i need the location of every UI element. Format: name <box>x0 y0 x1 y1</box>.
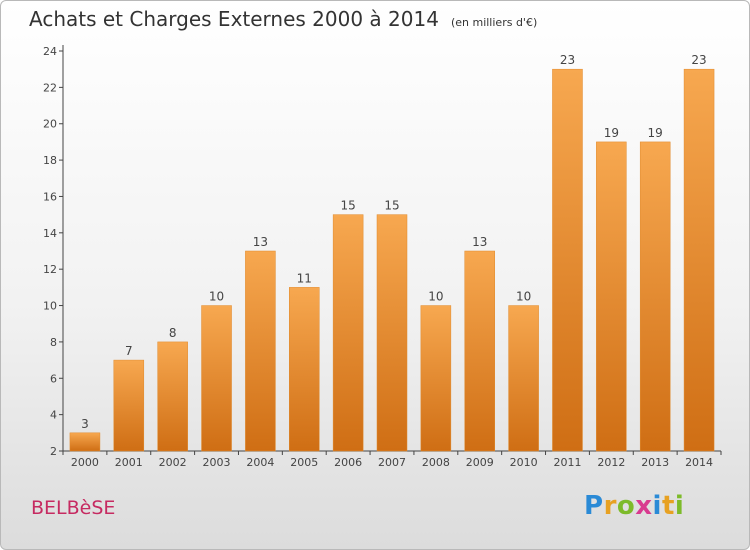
bar-2008 <box>420 305 452 452</box>
value-label-2001: 7 <box>125 344 133 358</box>
x-tick-label-2014: 2014 <box>685 456 713 469</box>
value-label-2008: 10 <box>428 290 443 304</box>
bar-2000 <box>69 432 101 452</box>
y-tick-label: 16 <box>43 190 57 203</box>
value-label-2005: 11 <box>297 271 312 285</box>
chart-title: Achats et Charges Externes 2000 à 2014 (e… <box>29 7 537 31</box>
value-label-2007: 15 <box>384 199 399 213</box>
y-tick-label: 24 <box>43 45 57 58</box>
bar-2007 <box>376 214 408 452</box>
chart-bars <box>69 68 715 452</box>
proxiti-logo[interactable]: Proxiti <box>584 491 685 521</box>
bar-2012 <box>596 141 627 452</box>
y-tick-label: 12 <box>43 263 57 276</box>
x-tick-label-2013: 2013 <box>641 456 669 469</box>
y-tick-label: 10 <box>43 300 57 313</box>
value-label-2013: 19 <box>648 126 663 140</box>
chart-value-labels: 3 7 8 10 13 11 15 15 10 13 10 23 19 19 23 <box>81 53 707 431</box>
x-tick-label-2006: 2006 <box>334 456 362 469</box>
x-tick-label-2007: 2007 <box>378 456 406 469</box>
x-tick-label-2009: 2009 <box>466 456 494 469</box>
chart-subtitle: (en milliers d'€) <box>450 16 538 29</box>
bar-2005 <box>289 287 320 452</box>
x-tick-label-2002: 2002 <box>159 456 187 469</box>
x-tick-label-2005: 2005 <box>290 456 318 469</box>
y-tick-label: 8 <box>50 336 57 349</box>
y-tick-label: 20 <box>43 118 57 131</box>
value-label-2002: 8 <box>169 326 177 340</box>
value-label-2014: 23 <box>691 53 706 67</box>
y-tick-label: 4 <box>50 409 57 422</box>
chart-title-text: Achats et Charges Externes 2000 à 2014 <box>29 7 439 31</box>
commune-name: BELBèSE <box>31 497 116 519</box>
bar-2003 <box>201 305 232 452</box>
value-label-2012: 19 <box>604 126 619 140</box>
bar-2014 <box>683 68 715 452</box>
value-label-2004: 13 <box>253 235 268 249</box>
y-tick-label: 22 <box>43 81 57 94</box>
value-label-2000: 3 <box>81 417 89 431</box>
y-tick-label: 14 <box>43 227 57 240</box>
bar-2009 <box>464 250 495 452</box>
value-label-2006: 15 <box>340 199 355 213</box>
x-tick-label-2011: 2011 <box>553 456 581 469</box>
x-tick-label-2008: 2008 <box>422 456 450 469</box>
bar-2010 <box>508 305 539 452</box>
x-tick-label-2000: 2000 <box>71 456 99 469</box>
bar-2011 <box>552 68 583 452</box>
y-tick-label: 6 <box>50 372 57 385</box>
x-tick-label-2004: 2004 <box>246 456 274 469</box>
bar-2002 <box>157 341 188 452</box>
x-tick-label-2012: 2012 <box>597 456 625 469</box>
bar-2004 <box>245 250 276 452</box>
bar-2001 <box>113 359 145 452</box>
value-label-2009: 13 <box>472 235 487 249</box>
y-tick-label: 18 <box>43 154 57 167</box>
value-label-2003: 10 <box>209 290 224 304</box>
x-tick-label-2010: 2010 <box>510 456 538 469</box>
value-label-2011: 23 <box>560 53 575 67</box>
x-tick-label-2003: 2003 <box>203 456 231 469</box>
bar-2013 <box>639 141 671 452</box>
y-tick-label: 2 <box>50 445 57 458</box>
x-tick-label-2001: 2001 <box>115 456 143 469</box>
value-label-2010: 10 <box>516 290 531 304</box>
bar-2006 <box>332 214 364 452</box>
